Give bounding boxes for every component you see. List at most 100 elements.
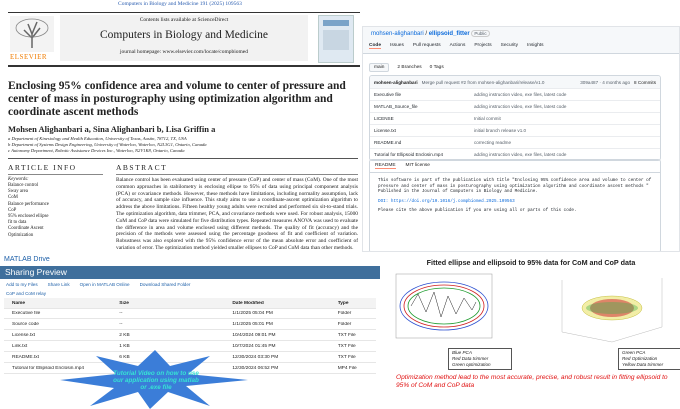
legend-entry: Red Optimization	[622, 356, 658, 361]
drive-cell: 12/30/2024 03:30 PM	[232, 354, 279, 360]
keywords-heading: Keywords:	[8, 177, 29, 182]
file-name[interactable]: License.txt	[374, 128, 396, 133]
drive-action[interactable]: Download Shared Folder	[139, 282, 191, 287]
drive-cell: 6 KB	[119, 354, 130, 360]
branch-select[interactable]: main	[369, 63, 390, 72]
branch-bar: main 2 Branches 0 Tags	[369, 63, 444, 72]
divider	[8, 174, 103, 175]
legend-entry: Yellow Data trimmer	[622, 362, 664, 367]
affiliation: b Department of Systems Design Engineeri…	[8, 142, 207, 147]
drive-cell: 1/1/2025 05:04 PM	[232, 310, 273, 316]
drive-cell: 1/1/2025 05:01 PM	[232, 321, 273, 327]
masthead: ELSEVIER Contents lists available at Sci…	[8, 12, 360, 67]
file-row: README.md correcting readme	[370, 136, 660, 148]
repo-tab[interactable]: Actions	[449, 43, 466, 48]
drive-cell: MP4 File	[337, 365, 357, 371]
readme-tabs: README MIT license	[370, 160, 660, 173]
commit-user[interactable]: mohsen-alighanbari	[374, 79, 418, 85]
drive-table-header: Name Size Date Modified Type	[4, 298, 376, 309]
affiliations: a Department of Kinesiology and Health E…	[8, 136, 358, 154]
drive-row[interactable]: License.txt 2 KB 10/4/2024 09:01 PM TXT Fil…	[4, 330, 376, 341]
drive-row[interactable]: Link.txt 1 KB 10/7/2024 01:45 PM TXT File	[4, 341, 376, 352]
file-name[interactable]: MATLAB_Source_file	[374, 104, 418, 109]
legend-3d: Green PCA Red Optimization Yellow Data tri…	[618, 348, 680, 370]
journal-homepage: journal homepage: www.elsevier.com/locat…	[120, 49, 248, 55]
file-name[interactable]: LICENSE	[374, 116, 394, 121]
branches[interactable]: 2 Branches	[397, 65, 422, 70]
legend-2d: Blue PCA Red Data trimmer Green optimizati…	[448, 348, 512, 370]
keyword: CoM	[8, 195, 18, 201]
file-commit[interactable]: correcting readme	[474, 140, 512, 145]
divider	[8, 158, 358, 159]
column-header[interactable]: Size	[119, 300, 129, 306]
paper-title: Enclosing 95% confidence area and volume…	[8, 80, 346, 118]
repo-tab[interactable]: Projects	[474, 43, 492, 48]
repo-name[interactable]: ellipsoid_fitter	[428, 31, 470, 37]
file-name[interactable]: README.md	[374, 140, 402, 145]
publisher: ELSEVIER	[10, 53, 48, 61]
keyword: Coordinate Ascent	[8, 226, 44, 232]
column-header[interactable]: Name	[12, 300, 26, 306]
file-list: Executive file adding instruction video, …	[370, 88, 660, 160]
file-table: mohsen-alighanbari Merge pull request #2…	[369, 75, 661, 161]
drive-cell: TXT File	[337, 354, 356, 360]
repo-tab[interactable]: Code	[369, 43, 381, 49]
readme-paragraph: Please cite the above publication if you…	[378, 208, 577, 214]
file-commit[interactable]: adding instruction video, exe files, lat…	[474, 92, 567, 97]
results-caption: Optimization method lead to the most acc…	[396, 374, 668, 389]
readme-tab[interactable]: README	[375, 163, 396, 169]
drive-toolbar: Add to my Files Share Link Open in MATLAB …	[6, 282, 190, 287]
repo-tab[interactable]: Security	[500, 43, 518, 48]
drive-action[interactable]: Add to my Files	[6, 282, 38, 287]
drive-cell: Executive file	[12, 310, 41, 316]
drive-action[interactable]: Share Link	[47, 282, 70, 287]
masthead-band	[60, 15, 308, 61]
repo-path: mohsen-alighanbari / ellipsoid_fitter Pu…	[371, 30, 490, 37]
keyword: CoP	[8, 207, 17, 213]
commit-count[interactable]: 8 Commits	[634, 79, 656, 85]
file-row: Tutorial for Ellipsoid Enclosin.mp4 addin…	[370, 148, 660, 160]
keyword: 95% enclosed ellipse	[8, 214, 49, 220]
drive-row[interactable]: Executive file -- 1/1/2025 05:04 PM Folder	[4, 308, 376, 319]
drive-cell: Link.txt	[12, 343, 28, 349]
drive-titlebar	[0, 266, 380, 279]
drive-action[interactable]: Open in MATLAB Online	[79, 282, 130, 287]
repo-header	[363, 27, 679, 54]
file-commit[interactable]: adding instruction video, exe files, lat…	[474, 152, 567, 157]
contents-line: Contents lists available at ScienceDirec…	[139, 17, 229, 23]
legend-entry: Green PCA	[622, 350, 646, 355]
publisher-logo	[10, 16, 54, 52]
affiliation: a Department of Kinesiology and Health E…	[8, 136, 187, 141]
file-commit[interactable]: initial branch release v1.0	[474, 128, 527, 133]
repo-tab[interactable]: Pull requests	[412, 43, 441, 48]
commit-message[interactable]: Merge pull request #2 from mohsen-aligha…	[421, 79, 545, 85]
drive-cell: License.txt	[12, 332, 35, 338]
file-name[interactable]: Tutorial for Ellipsoid Enclosin.mp4	[374, 152, 444, 157]
repo-tab[interactable]: Issues	[390, 43, 404, 48]
readme-paragraph: DOI: https://doi.org/10.1016/j.compbiome…	[378, 198, 515, 204]
file-row: License.txt initial branch release v1.0	[370, 124, 660, 136]
readme-tab[interactable]: MIT license	[405, 163, 430, 168]
file-commit[interactable]: adding instruction video, exe files, lat…	[474, 104, 567, 109]
keyword: Sway area	[8, 189, 28, 195]
breadcrumb[interactable]: CoP and CoM relay	[6, 291, 47, 296]
column-header[interactable]: Date Modified	[232, 300, 264, 306]
drive-cell: 2 KB	[119, 332, 130, 338]
file-row: MATLAB_Source_file adding instruction vid…	[370, 100, 660, 112]
drive-row[interactable]: Source code -- 1/1/2025 05:01 PM Folder	[4, 319, 376, 330]
legend-entry: Green optimization	[452, 362, 491, 367]
file-commit[interactable]: Initial commit	[474, 116, 501, 121]
readme-box: README MIT license This software is part …	[369, 159, 661, 251]
drive-cell: 10/4/2024 09:01 PM	[232, 332, 276, 338]
results-title: Fitted ellipse and ellipsoid to 95% data…	[426, 258, 636, 267]
column-header[interactable]: Type	[337, 300, 349, 306]
file-name[interactable]: Executive file	[374, 92, 402, 97]
authors: Mohsen Alighanbari a, Sina Alighanbari b…	[8, 124, 216, 134]
repo-tab[interactable]: Insights	[527, 43, 544, 48]
visibility: Public	[471, 30, 490, 37]
tags[interactable]: 0 Tags	[429, 65, 444, 70]
repo-owner[interactable]: mohsen-alighanbari	[371, 31, 424, 37]
file-row: Executive file adding instruction video, …	[370, 88, 660, 100]
drive-title: Sharing Preview	[5, 267, 67, 277]
